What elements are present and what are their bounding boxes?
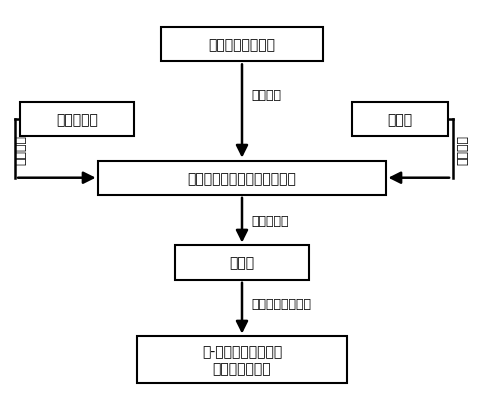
Text: 搅拌混合: 搅拌混合 — [15, 135, 28, 165]
FancyBboxPatch shape — [19, 103, 135, 137]
Text: 混合液: 混合液 — [229, 256, 255, 270]
FancyBboxPatch shape — [161, 28, 323, 62]
Text: 溶剂热反应: 溶剂热反应 — [252, 214, 289, 227]
FancyBboxPatch shape — [137, 337, 347, 383]
FancyBboxPatch shape — [175, 246, 309, 280]
Text: 搅拌混合: 搅拌混合 — [456, 135, 469, 165]
Text: 石墨烯结构碳材料: 石墨烯结构碳材料 — [209, 38, 275, 52]
Text: 超声分散: 超声分散 — [252, 89, 282, 102]
FancyBboxPatch shape — [98, 161, 386, 196]
Text: 乙二醇: 乙二醇 — [387, 113, 412, 127]
Text: 硝酸钯溶液: 硝酸钯溶液 — [56, 113, 98, 127]
Text: 石墨烯结构碳材料的分散体系: 石墨烯结构碳材料的分散体系 — [188, 171, 296, 185]
FancyBboxPatch shape — [352, 103, 448, 137]
Text: 钯-石墨烯结构碳材料
复合电极催化剂: 钯-石墨烯结构碳材料 复合电极催化剂 — [202, 345, 282, 375]
Text: 离心、洗涤、干燥: 离心、洗涤、干燥 — [252, 297, 312, 310]
